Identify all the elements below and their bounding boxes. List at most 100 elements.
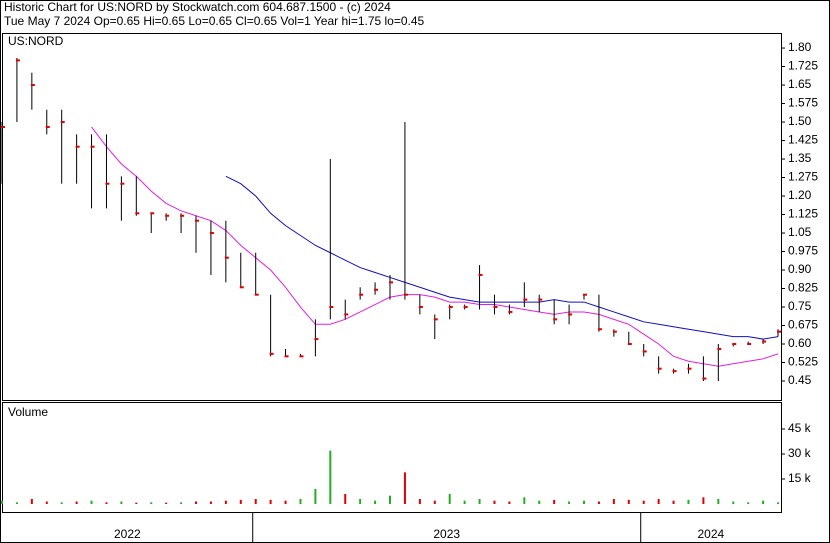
close-tick xyxy=(493,306,498,309)
volume-bar xyxy=(374,500,377,504)
y-tick-label: 1.575 xyxy=(788,96,818,110)
close-tick xyxy=(478,273,483,276)
volume-bar xyxy=(60,502,63,504)
volume-bar xyxy=(627,499,630,504)
y-tick-label: 0.825 xyxy=(788,281,818,295)
volume-bar xyxy=(478,499,481,504)
volume-bar xyxy=(299,499,302,504)
volume-bar xyxy=(269,499,272,504)
close-tick xyxy=(359,293,364,296)
close-tick xyxy=(523,298,528,301)
close-tick xyxy=(777,330,782,333)
volume-bar xyxy=(523,497,526,504)
close-tick xyxy=(642,350,647,353)
volume-bar xyxy=(687,499,690,504)
close-tick xyxy=(702,377,707,380)
close-tick xyxy=(90,145,95,148)
y-tick-label: 0.45 xyxy=(788,373,812,387)
year-label: 2024 xyxy=(698,527,725,541)
y-tick-label: 1.725 xyxy=(788,59,818,73)
volume-bar xyxy=(344,494,347,504)
close-tick xyxy=(329,306,334,309)
year-label: 2022 xyxy=(114,527,141,541)
volume-bar xyxy=(568,501,571,504)
volume-bar xyxy=(284,500,287,504)
close-tick xyxy=(105,182,110,185)
volume-bar xyxy=(224,500,227,504)
volume-tick-label: 30 k xyxy=(788,446,812,460)
close-tick xyxy=(299,355,304,358)
close-tick xyxy=(732,343,737,346)
close-tick xyxy=(314,338,319,341)
volume-panel xyxy=(2,402,782,513)
chart-subtitle: Tue May 7 2024 Op=0.65 Hi=0.65 Lo=0.65 C… xyxy=(4,14,425,28)
volume-tick-label: 45 k xyxy=(788,421,812,435)
y-tick-label: 0.975 xyxy=(788,244,818,258)
close-tick xyxy=(254,293,259,296)
close-tick xyxy=(672,370,677,373)
y-tick-label: 1.50 xyxy=(788,114,812,128)
close-tick xyxy=(344,313,349,316)
close-tick xyxy=(389,281,394,284)
close-tick xyxy=(224,256,229,259)
close-tick xyxy=(239,286,244,289)
volume-bar xyxy=(747,502,750,504)
volume-bar xyxy=(777,502,780,504)
volume-bar xyxy=(762,500,765,504)
volume-bar xyxy=(597,501,600,504)
volume-bar xyxy=(150,502,153,504)
close-tick xyxy=(538,298,543,301)
y-tick-label: 1.20 xyxy=(788,188,812,202)
close-tick xyxy=(60,121,65,124)
close-tick xyxy=(687,367,692,370)
close-tick xyxy=(553,318,558,321)
close-tick xyxy=(165,214,170,217)
symbol-label: US:NORD xyxy=(8,34,64,48)
close-tick xyxy=(120,182,125,185)
volume-bar xyxy=(135,502,138,504)
volume-label: Volume xyxy=(8,405,48,419)
volume-bar xyxy=(403,472,406,504)
volume-bar xyxy=(448,494,451,504)
close-tick xyxy=(374,288,379,291)
volume-bar xyxy=(239,499,242,504)
close-tick xyxy=(30,84,35,87)
close-tick xyxy=(597,328,602,331)
close-tick xyxy=(627,343,632,346)
y-tick-label: 1.65 xyxy=(788,77,812,91)
close-tick xyxy=(15,59,20,62)
y-tick-label: 0.60 xyxy=(788,336,812,350)
volume-bar xyxy=(493,500,496,504)
y-tick-label: 0.90 xyxy=(788,262,812,276)
volume-bar xyxy=(15,502,18,504)
y-tick-label: 0.675 xyxy=(788,318,818,332)
volume-bar xyxy=(105,502,108,504)
close-tick xyxy=(209,232,214,235)
volume-bar xyxy=(657,499,660,504)
volume-bar xyxy=(702,497,705,504)
volume-bar xyxy=(433,500,436,504)
volume-bar xyxy=(389,495,392,504)
volume-bar xyxy=(180,502,183,504)
close-tick xyxy=(747,343,752,346)
close-tick xyxy=(1,125,5,128)
volume-bar xyxy=(165,502,168,504)
volume-tick-label: 15 k xyxy=(788,471,812,485)
volume-bar xyxy=(254,499,257,504)
volume-bar xyxy=(672,500,675,504)
close-tick xyxy=(418,306,423,309)
y-tick-label: 1.35 xyxy=(788,151,812,165)
volume-bar xyxy=(642,500,645,504)
close-tick xyxy=(75,145,80,148)
volume-bar xyxy=(314,489,317,504)
volume-bar xyxy=(583,500,586,504)
volume-bar xyxy=(90,500,93,504)
moving-average xyxy=(91,126,779,367)
volume-bar xyxy=(75,501,78,504)
volume-bar xyxy=(418,499,421,504)
volume-bar xyxy=(508,501,511,504)
volume-bar xyxy=(463,500,466,504)
